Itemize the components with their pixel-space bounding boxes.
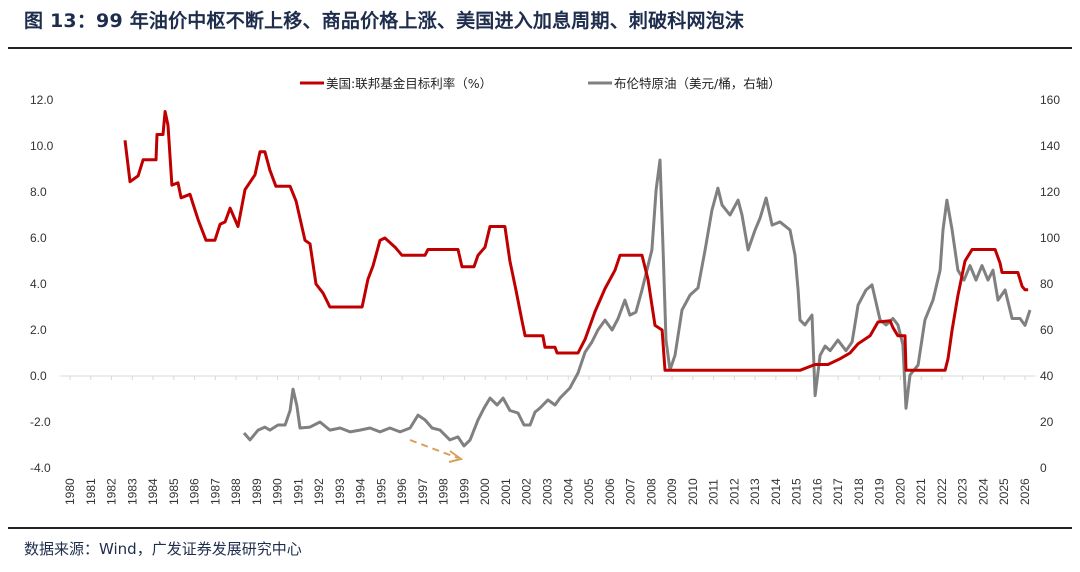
x-tick-label: 2018 [852,478,866,505]
x-tick-label: 2019 [873,478,887,505]
x-tick-label: 1987 [208,478,222,505]
y-right-tick-label: 140 [1040,139,1060,153]
x-tick-label: 2006 [603,478,617,505]
x-tick-label: 1981 [84,478,98,505]
x-tick-label: 1999 [457,478,471,505]
x-tick-label: 2012 [727,478,741,505]
x-tick-label: 2023 [956,478,970,505]
x-tick-label: 2007 [624,478,638,505]
x-tick-label: 1982 [105,478,119,505]
legend: 美国:联邦基金目标利率（%） 布伦特原油（美元/桶，右轴） [300,76,781,91]
x-tick-label: 2020 [893,478,907,505]
source-note: 数据来源：Wind，广发证券发展研究中心 [24,540,302,558]
y-right-tick-label: 160 [1040,93,1060,107]
figure-title: 图 13：99 年油价中枢不断上移、商品价格上涨、美国进入加息周期、刺破科网泡沫 [24,10,745,32]
trend-arrow-annotation [409,439,464,463]
y-left-tick-label: -2.0 [30,415,51,429]
x-tick-label: 2013 [748,478,762,505]
y-right-tick-label: 60 [1040,323,1054,337]
x-tick-label: 2010 [686,478,700,505]
x-tick-label: 1991 [291,478,305,505]
y-left-tick-label: -4.0 [30,461,51,475]
trend-arrow-shaft [409,439,459,459]
legend-label-fed-rate: 美国:联邦基金目标利率（%） [326,76,492,91]
x-tick-label: 2014 [769,478,783,505]
title-divider [8,47,1072,49]
x-tick-label: 1986 [188,478,202,505]
x-tick-label: 2021 [914,478,928,505]
x-tick-label: 2008 [644,478,658,505]
x-tick-label: 1984 [146,478,160,505]
y-right-tick-label: 40 [1040,369,1054,383]
footer-divider [8,527,1072,529]
brent-oil-line [242,158,1032,448]
x-tick-label: 1994 [354,478,368,505]
x-tick-label: 2003 [541,478,555,505]
x-tick-label: 2016 [810,478,824,505]
axes: 1980 1981 1982 1983 1984 1985 1986 1987 1988 1989… [30,93,1060,505]
y-left-tick-label: 10.0 [30,139,54,153]
x-tick-label: 1996 [395,478,409,505]
x-tick-label: 2001 [499,478,513,505]
y-left-tick-label: 2.0 [30,323,47,337]
x-tick-label: 1989 [250,478,264,505]
x-tick-label: 2005 [582,478,596,505]
x-tick-label: 2015 [790,478,804,505]
x-tick-label: 1998 [437,478,451,505]
x-tick-label: 2024 [976,478,990,505]
x-tick-label: 1997 [416,478,430,505]
x-tick-label: 1990 [271,478,285,505]
x-tick-label: 1993 [333,478,347,505]
y-right-tick-label: 0 [1040,461,1047,475]
x-tick-label: 1980 [63,478,77,505]
x-tick-label: 1992 [312,478,326,505]
legend-label-brent: 布伦特原油（美元/桶，右轴） [614,76,781,91]
x-tick-label: 2022 [935,478,949,505]
y-left-tick-label: 4.0 [30,277,47,291]
x-tick-label: 2011 [707,479,721,505]
y-right-tick-label: 20 [1040,415,1054,429]
y-left-tick-label: 12.0 [30,93,54,107]
trend-arrow-head [448,450,464,463]
x-tick-label: 2004 [561,478,575,505]
x-tick-label: 2009 [665,478,679,505]
y-right-tick-label: 100 [1040,231,1060,245]
x-tick-label: 1983 [125,478,139,505]
x-tick-label: 1995 [374,478,388,505]
fed-rate-line [123,110,1029,372]
x-tick-label: 2000 [478,478,492,505]
x-tick-label: 2026 [1018,478,1032,505]
y-right-tick-label: 80 [1040,277,1054,291]
x-tick-label: 2002 [520,478,534,505]
x-tick-label: 2025 [997,478,1011,505]
series-group [123,110,1032,448]
y-left-tick-label: 8.0 [30,185,47,199]
x-tick-label: 2017 [831,478,845,505]
y-left-tick-label: 0.0 [30,369,47,383]
x-tick-label: 1988 [229,478,243,505]
x-tick-label: 1985 [167,478,181,505]
y-right-tick-label: 120 [1040,185,1060,199]
y-left-tick-label: 6.0 [30,231,47,245]
